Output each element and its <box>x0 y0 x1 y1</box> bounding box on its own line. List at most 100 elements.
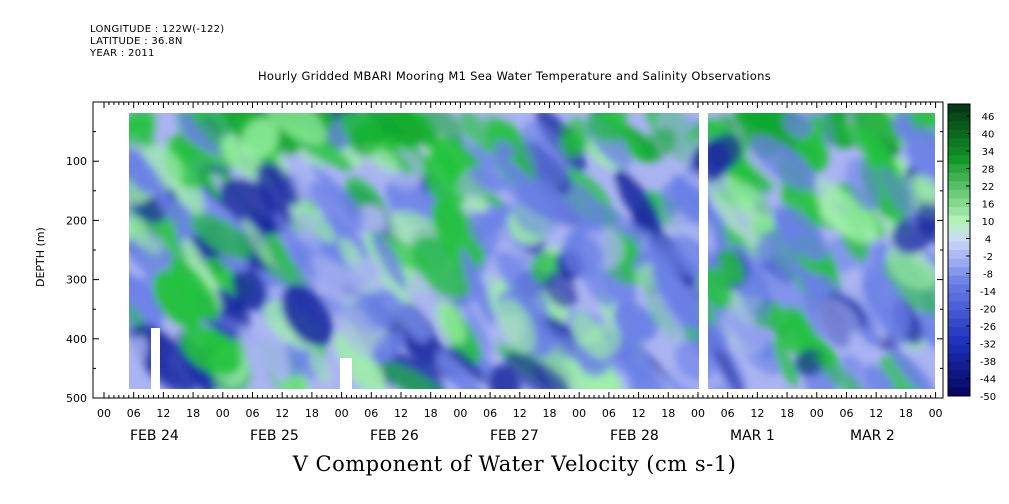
field-blob <box>488 364 521 389</box>
colorbar-band <box>948 292 970 302</box>
field-blob <box>769 306 806 333</box>
x-tick-label: 12 <box>632 407 646 420</box>
field-blob <box>649 285 686 358</box>
colorbar-band <box>948 318 970 328</box>
field-blob <box>566 181 606 234</box>
x-tick-labels: 00 06 12 18 00 06 12 18 00 06 12 18 00 06 12 18 00 06 12 18… <box>97 407 943 420</box>
field-blob <box>468 166 506 193</box>
field-blobs <box>129 113 935 389</box>
colorbar-label: 46 <box>982 112 995 123</box>
field-blob <box>772 339 799 387</box>
field-blob <box>435 300 466 345</box>
colorbar-label: -2 <box>983 252 993 263</box>
y-tick-label: 400 <box>66 333 87 346</box>
x-tick-label: 06 <box>721 407 735 420</box>
latitude-label: LATITUDE : 36.8N <box>90 36 183 47</box>
colorbar-label: -8 <box>983 270 993 281</box>
field-blob <box>431 199 485 270</box>
field-blob <box>902 119 935 195</box>
colorbar-label: 28 <box>982 165 995 176</box>
field-blob <box>885 245 935 290</box>
field-blob <box>129 269 164 331</box>
field-blob <box>617 331 654 386</box>
tick-marks <box>93 101 943 399</box>
x-tick-label: 18 <box>424 407 438 420</box>
field-blob <box>879 165 918 226</box>
x-tick-label: 00 <box>216 407 230 420</box>
field-blob <box>915 175 935 206</box>
field-blob <box>561 233 603 278</box>
colorbar-band <box>948 232 970 242</box>
metadata-block: LONGITUDE : 122W(-122) LATITUDE : 36.8N … <box>90 24 225 60</box>
x-tick-label: 18 <box>305 407 319 420</box>
colorbar-label: -32 <box>980 340 996 351</box>
x-tick-label: 06 <box>839 407 853 420</box>
chart-title: Hourly Gridded MBARI Mooring M1 Sea Wate… <box>257 69 772 83</box>
field-blob <box>281 284 334 347</box>
field-blob <box>261 113 327 145</box>
field-blob <box>131 155 166 199</box>
day-labels: FEB 24 FEB 25 FEB 26 FEB 27 FEB 28 MAR 1 MAR 2 <box>130 428 895 444</box>
field-blob <box>851 113 902 157</box>
field-blob <box>821 188 880 244</box>
field-blob <box>241 117 280 158</box>
field-blob <box>815 297 864 351</box>
colorbar-label: -26 <box>980 322 996 333</box>
colorbar: 46 40 34 28 22 16 10 4 -2 -8 -14 -20 -26 -32 -38 -44 -50 <box>947 103 996 403</box>
field-blob <box>371 330 406 364</box>
x-tick-label: 12 <box>394 407 408 420</box>
field-blob <box>840 354 877 389</box>
field-blob <box>512 190 560 236</box>
day-label: FEB 25 <box>250 428 299 444</box>
colorbar-label: -20 <box>980 305 996 316</box>
colorbar-label: 4 <box>985 235 991 246</box>
x-tick-label: 12 <box>275 407 289 420</box>
field-blob <box>129 217 162 254</box>
colorbar-label: 10 <box>982 217 995 228</box>
field-blob <box>459 113 496 154</box>
colorbar-frame <box>947 103 971 397</box>
field-blob <box>706 133 742 171</box>
colorbar-band <box>948 146 970 156</box>
field-blob <box>718 248 745 285</box>
x-axis-label: V Component of Water Velocity (cm s-1) <box>292 452 737 476</box>
field-blob <box>239 326 268 384</box>
field-blob <box>129 335 148 376</box>
field-blob <box>772 205 828 262</box>
x-tick-label: 00 <box>572 407 586 420</box>
day-label: FEB 24 <box>130 428 179 444</box>
field-blob <box>782 113 813 139</box>
field-blob <box>448 347 487 384</box>
field-blob <box>256 162 291 221</box>
x-tick-label: 12 <box>869 407 883 420</box>
colorbar-label: -38 <box>980 357 996 368</box>
x-tick-label: 18 <box>899 407 913 420</box>
x-tick-label: 06 <box>245 407 259 420</box>
x-tick-label: 06 <box>364 407 378 420</box>
colorbar-band <box>948 258 970 268</box>
colorbar-band <box>948 344 970 354</box>
colorbar-band <box>948 370 970 380</box>
x-tick-label: 12 <box>156 407 170 420</box>
field-blob <box>764 273 828 338</box>
colorbar-band <box>948 310 970 320</box>
field-blob <box>255 323 290 382</box>
field-blob <box>504 352 573 389</box>
y-tick-label: 500 <box>66 392 87 405</box>
y-tick-label: 200 <box>66 214 87 227</box>
colorbar-label: 34 <box>982 147 995 158</box>
field-blob <box>641 127 677 163</box>
colorbar-band <box>948 353 970 363</box>
field-blob <box>583 322 622 359</box>
colorbar-band <box>948 121 970 131</box>
field-blob <box>587 113 628 143</box>
field-blob <box>364 113 425 146</box>
y-tick-label: 100 <box>66 155 87 168</box>
data-gap <box>151 328 160 389</box>
field-blob <box>891 216 932 255</box>
colorbar-band <box>948 301 970 311</box>
colorbar-band <box>948 164 970 174</box>
x-tick-label: 18 <box>186 407 200 420</box>
colorbar-band <box>948 172 970 182</box>
